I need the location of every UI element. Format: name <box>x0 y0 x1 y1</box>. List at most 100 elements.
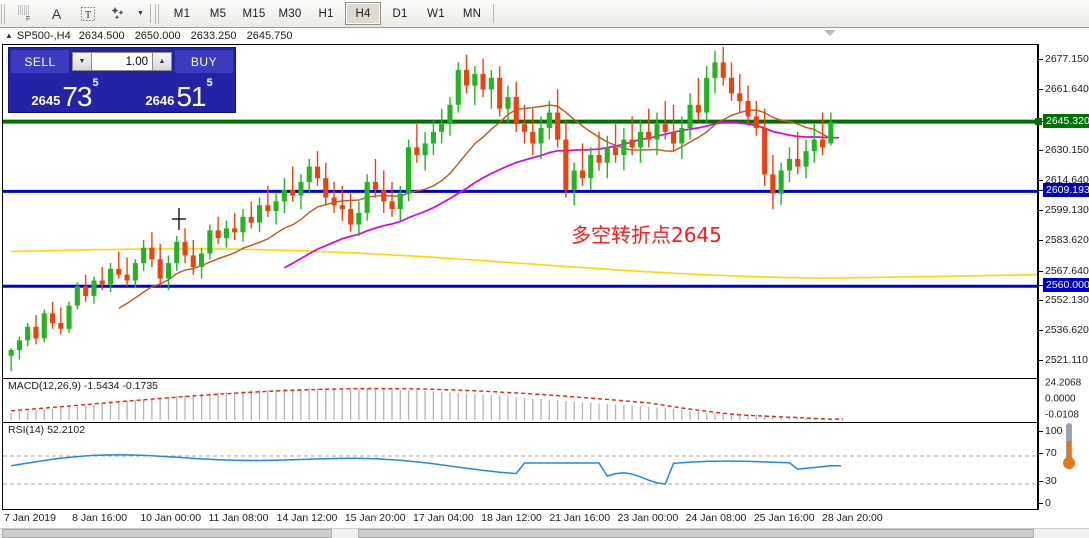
buy-price-prefix: 2646 <box>145 93 175 108</box>
price-label: 2560.000 <box>1043 278 1089 293</box>
volume-decrease-button[interactable]: ▼ <box>72 52 92 71</box>
trade-quotes-row: 2645 73 5 2646 51 5 <box>9 75 235 112</box>
price-label: 2661.640 <box>1045 83 1089 96</box>
objects-icon[interactable] <box>103 2 134 25</box>
price-label: 2609.193 <box>1043 183 1089 198</box>
price-tick <box>1039 300 1043 302</box>
price-tick <box>1039 360 1043 362</box>
macd-label: MACD(12,26,9) -1.5434 -0.1735 <box>8 380 158 392</box>
price-tick <box>1039 330 1043 332</box>
time-label: 11 Jan 08:00 <box>208 512 269 524</box>
timeframe-m5[interactable]: M5 <box>209 7 227 20</box>
sell-price-fraction: 5 <box>92 77 99 89</box>
rsi-scale-label: 70 <box>1045 446 1057 459</box>
time-label: 18 Jan 12:00 <box>481 512 542 524</box>
timeframe-h4[interactable]: H4 <box>345 2 381 25</box>
timeframe-bar: M1 M5 M15 M30 H1 H4 D1 W1 MN <box>164 2 490 25</box>
price-tick <box>1039 270 1043 272</box>
timeframe-grip[interactable] <box>155 3 161 24</box>
sell-price-prefix: 2645 <box>31 93 61 108</box>
sell-price-quote[interactable]: 2645 73 5 <box>9 75 123 112</box>
price-pane[interactable]: 多空转折点2645 <box>3 45 1037 377</box>
symbol-name: SP500-,H4 <box>16 29 71 42</box>
timeframe-m1[interactable]: M1 <box>173 7 191 20</box>
toolbar-grip[interactable] <box>1 3 7 24</box>
rsi-tick <box>1039 503 1043 504</box>
rsi-tick <box>1039 481 1043 483</box>
main-toolbar: F A T ▼ M1 M5 M15 M30 H1 H4 D1 W1 MN <box>0 0 1089 28</box>
price-label: 2521.110 <box>1045 354 1089 367</box>
price-label: 2677.150 <box>1045 53 1089 66</box>
price-label: 2536.620 <box>1045 324 1089 337</box>
macd-scale-label: 24.2068 <box>1045 377 1082 389</box>
price-label: 2567.640 <box>1045 264 1089 277</box>
time-label: 24 Jan 08:00 <box>685 512 747 524</box>
volume-input[interactable]: 1.00 <box>92 52 152 71</box>
chart-top-marker-icon <box>824 30 836 36</box>
time-scale[interactable]: 7 Jan 2019 8 Jan 16:00 10 Jan 00:00 11 Jan … <box>2 511 1038 527</box>
macd-scale-label: 0.0000 <box>1045 393 1076 405</box>
crosshair-f-icon[interactable]: F <box>10 2 41 25</box>
rsi-scale-label: 0 <box>1045 497 1051 509</box>
rsi-chart-canvas[interactable] <box>3 423 1037 511</box>
svg-text:F: F <box>26 16 30 22</box>
price-label: 2583.620 <box>1045 233 1089 246</box>
time-label: 7 Jan 2019 <box>4 512 56 524</box>
volume-stepper[interactable]: ▼ 1.00 ▲ <box>72 51 172 72</box>
price-scale[interactable]: 2677.150 2661.640 2630.150 2614.640 2599.130… <box>1035 44 1089 510</box>
time-label: 10 Jan 00:00 <box>140 512 202 524</box>
macd-scale-label: -0.0108 <box>1045 409 1079 421</box>
indicator-level-thermometer[interactable] <box>1063 423 1075 469</box>
rsi-pane[interactable]: RSI(14) 52.2102 <box>3 422 1037 509</box>
macd-chart-canvas[interactable] <box>3 379 1037 421</box>
time-label: 28 Jan 20:00 <box>822 512 883 524</box>
ohlc-low: 2633.250 <box>190 29 237 42</box>
price-tick <box>1039 285 1043 287</box>
rsi-scale-label: 100 <box>1045 425 1063 437</box>
price-tick <box>1039 209 1043 211</box>
chart-frame[interactable]: 多空转折点2645 MACD(12,26,9) -1.5434 -0.1735 … <box>2 44 1038 510</box>
objects-dropdown-caret-icon[interactable]: ▼ <box>137 10 144 17</box>
rsi-tick <box>1039 452 1043 454</box>
time-label: 8 Jan 16:00 <box>72 512 128 524</box>
timeframe-m15[interactable]: M15 <box>242 7 266 20</box>
price-label: 2630.150 <box>1045 143 1089 156</box>
price-tick <box>1039 149 1043 151</box>
price-tick <box>1039 190 1043 192</box>
sell-button[interactable]: SELL <box>11 50 69 73</box>
ohlc-high: 2650.000 <box>134 29 181 42</box>
price-tick <box>1039 239 1043 241</box>
trade-controls-row: SELL ▼ 1.00 ▲ BUY <box>9 48 235 75</box>
timeframe-w1[interactable]: W1 <box>427 7 445 20</box>
macd-pane[interactable]: MACD(12,26,9) -1.5434 -0.1735 <box>3 378 1037 422</box>
time-label: 25 Jan 16:00 <box>753 512 815 524</box>
toolbar-separator <box>150 4 151 23</box>
price-chart-canvas[interactable] <box>3 45 1037 377</box>
text-a-icon[interactable]: A <box>51 5 62 22</box>
time-label: 15 Jan 20:00 <box>344 512 406 524</box>
price-label: 2614.640 <box>1045 173 1089 186</box>
chart-annotation: 多空转折点2645 <box>571 223 722 247</box>
buy-button[interactable]: BUY <box>175 50 233 73</box>
price-tick <box>1039 179 1043 181</box>
rsi-label: RSI(14) 52.2102 <box>8 424 86 436</box>
price-label: 2552.130 <box>1045 294 1089 307</box>
timeframe-mn[interactable]: MN <box>462 7 482 20</box>
volume-increase-button[interactable]: ▲ <box>152 52 172 71</box>
buy-price-quote[interactable]: 2646 51 5 <box>123 75 235 112</box>
rsi-scale-label: 30 <box>1045 475 1057 488</box>
toolbar-separator-right <box>493 4 494 23</box>
timeframe-d1[interactable]: D1 <box>392 7 408 20</box>
buy-price-main: 51 <box>176 81 206 112</box>
buy-price-fraction: 5 <box>206 77 213 89</box>
price-level-marker <box>1035 117 1042 125</box>
one-click-trading-panel[interactable]: SELL ▼ 1.00 ▲ BUY 2645 73 5 2646 51 5 <box>8 47 236 113</box>
price-label: 2645.320 <box>1043 113 1089 128</box>
collapse-triangle-icon[interactable]: ▲ <box>5 31 13 40</box>
time-label: 21 Jan 16:00 <box>549 512 611 524</box>
text-label-t-icon[interactable]: T <box>72 2 103 25</box>
timeframe-m30[interactable]: M30 <box>278 7 302 20</box>
symbol-info-bar: ▲ SP500-,H4 2634.500 2650.000 2633.250 2… <box>0 28 1089 43</box>
timeframe-h1[interactable]: H1 <box>318 7 334 20</box>
time-label: 17 Jan 04:00 <box>413 512 474 524</box>
